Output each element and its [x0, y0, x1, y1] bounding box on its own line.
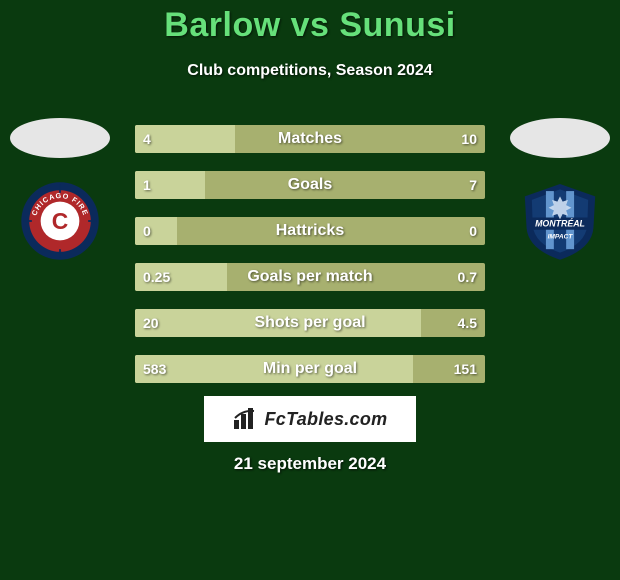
team-crest-left: C CHICAGO FIRE — [10, 176, 110, 266]
player-avatar-right — [510, 118, 610, 158]
stat-label: Goals — [135, 171, 485, 199]
stat-bars: 410Matches 17Goals 00Hattricks 0.250.7Goals… — [135, 125, 485, 401]
team-crest-right: MONTRÉAL IMPACT — [510, 176, 610, 266]
player-avatar-left — [10, 118, 110, 158]
fctables-logo: FcTables.com — [204, 396, 416, 442]
stat-row: 00Hattricks — [135, 217, 485, 245]
stat-label: Shots per goal — [135, 309, 485, 337]
svg-text:C: C — [52, 208, 69, 234]
date-label: 21 september 2024 — [0, 454, 620, 474]
stat-row: 583151Min per goal — [135, 355, 485, 383]
svg-text:IMPACT: IMPACT — [548, 234, 574, 241]
svg-text:MONTRÉAL: MONTRÉAL — [535, 218, 585, 228]
stat-row: 410Matches — [135, 125, 485, 153]
stat-label: Min per goal — [135, 355, 485, 383]
stat-row: 17Goals — [135, 171, 485, 199]
stat-row: 0.250.7Goals per match — [135, 263, 485, 291]
stat-row: 204.5Shots per goal — [135, 309, 485, 337]
subtitle: Club competitions, Season 2024 — [0, 62, 620, 80]
stat-label: Hattricks — [135, 217, 485, 245]
chicago-fire-icon: C CHICAGO FIRE — [16, 177, 104, 265]
montreal-impact-icon: MONTRÉAL IMPACT — [516, 177, 604, 265]
stat-label: Goals per match — [135, 263, 485, 291]
page-title: Barlow vs Sunusi — [0, 6, 620, 45]
logo-text: FcTables.com — [265, 409, 388, 430]
comparison-card: Barlow vs Sunusi Club competitions, Seas… — [0, 0, 620, 580]
bars-icon — [233, 408, 259, 430]
stat-label: Matches — [135, 125, 485, 153]
